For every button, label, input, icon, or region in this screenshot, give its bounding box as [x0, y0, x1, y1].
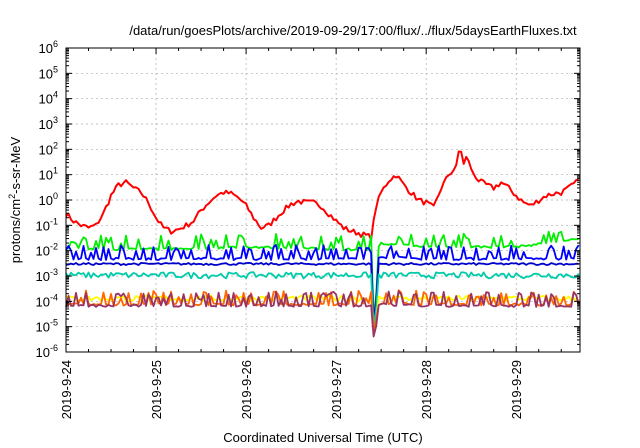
y-tick-label: 104: [39, 90, 58, 107]
y-tick-label: 102: [39, 140, 58, 157]
y-tick-label: 106: [39, 39, 58, 56]
y-axis-label-main: protons/cm: [8, 199, 23, 263]
y-tick-exponent: 3: [53, 115, 58, 125]
series-line-1: [65, 150, 579, 241]
y-tick-base: 10: [36, 269, 50, 284]
y-tick-base: 10: [39, 168, 53, 183]
x-axis-label: Coordinated Universal Time (UTC): [223, 430, 422, 445]
y-tick-base: 10: [36, 244, 50, 259]
series-group: [65, 150, 580, 338]
x-tick-label: 2019-9-27: [329, 360, 344, 419]
y-tick-base: 10: [36, 218, 50, 233]
y-axis-label: protons/cm2-s-sr-MeV: [7, 136, 23, 263]
series-line-3: [65, 244, 580, 322]
chart-title: /data/run/goesPlots/archive/2019-09-29/1…: [129, 23, 577, 38]
y-tick-base: 10: [39, 193, 53, 208]
y-tick-base: 10: [39, 142, 53, 157]
y-tick-exponent: -6: [50, 343, 58, 353]
y-tick-label: 10-5: [36, 318, 58, 335]
y-tick-exponent: 5: [53, 64, 58, 74]
y-tick-base: 10: [39, 41, 53, 56]
y-tick-exponent: -3: [50, 267, 58, 277]
x-tick-label: 2019-9-25: [149, 360, 164, 419]
y-tick-label: 10-3: [36, 267, 58, 284]
y-tick-base: 10: [39, 117, 53, 132]
y-tick-exponent: 1: [53, 166, 58, 176]
x-tick-label: 2019-9-29: [509, 360, 524, 419]
series-line-4: [65, 261, 579, 324]
y-tick-label: 103: [39, 115, 58, 132]
x-tick-label: 2019-9-28: [419, 360, 434, 419]
y-tick-label: 10-4: [36, 292, 58, 309]
y-axis-label-rest: -s-sr-MeV: [8, 136, 23, 193]
y-tick-label: 100: [39, 191, 58, 208]
y-tick-label: 105: [39, 64, 58, 81]
y-tick-exponent: -5: [50, 318, 58, 328]
y-tick-label: 10-1: [36, 216, 58, 233]
series-line-8: [65, 290, 580, 338]
y-tick-base: 10: [36, 294, 50, 309]
grid: [66, 48, 580, 352]
x-tick-label: 2019-9-26: [239, 360, 254, 419]
y-tick-label: 10-2: [36, 242, 58, 259]
y-axis-label-superscript: 2: [7, 194, 17, 199]
y-tick-exponent: -2: [50, 242, 58, 252]
y-tick-label: 10-6: [36, 343, 58, 360]
y-tick-base: 10: [36, 345, 50, 360]
y-axis-ticks: 10-610-510-410-310-210-11001011021031041…: [36, 39, 580, 360]
x-axis-ticks: 2019-9-24 2019-9-25 2019-9-26 2019-9-27 2019…: [59, 48, 562, 419]
x-tick-label: 2019-9-24: [59, 360, 74, 419]
series-line-5: [65, 271, 580, 328]
y-tick-exponent: -4: [50, 292, 58, 302]
y-tick-base: 10: [39, 66, 53, 81]
series-line-2: [65, 230, 579, 319]
y-tick-base: 10: [36, 320, 50, 335]
y-tick-exponent: 0: [53, 191, 58, 201]
y-tick-base: 10: [39, 92, 53, 107]
y-tick-exponent: 4: [53, 90, 58, 100]
y-tick-exponent: 6: [53, 39, 58, 49]
y-tick-label: 101: [39, 166, 58, 183]
y-tick-exponent: 2: [53, 140, 58, 150]
y-tick-exponent: -1: [50, 216, 58, 226]
